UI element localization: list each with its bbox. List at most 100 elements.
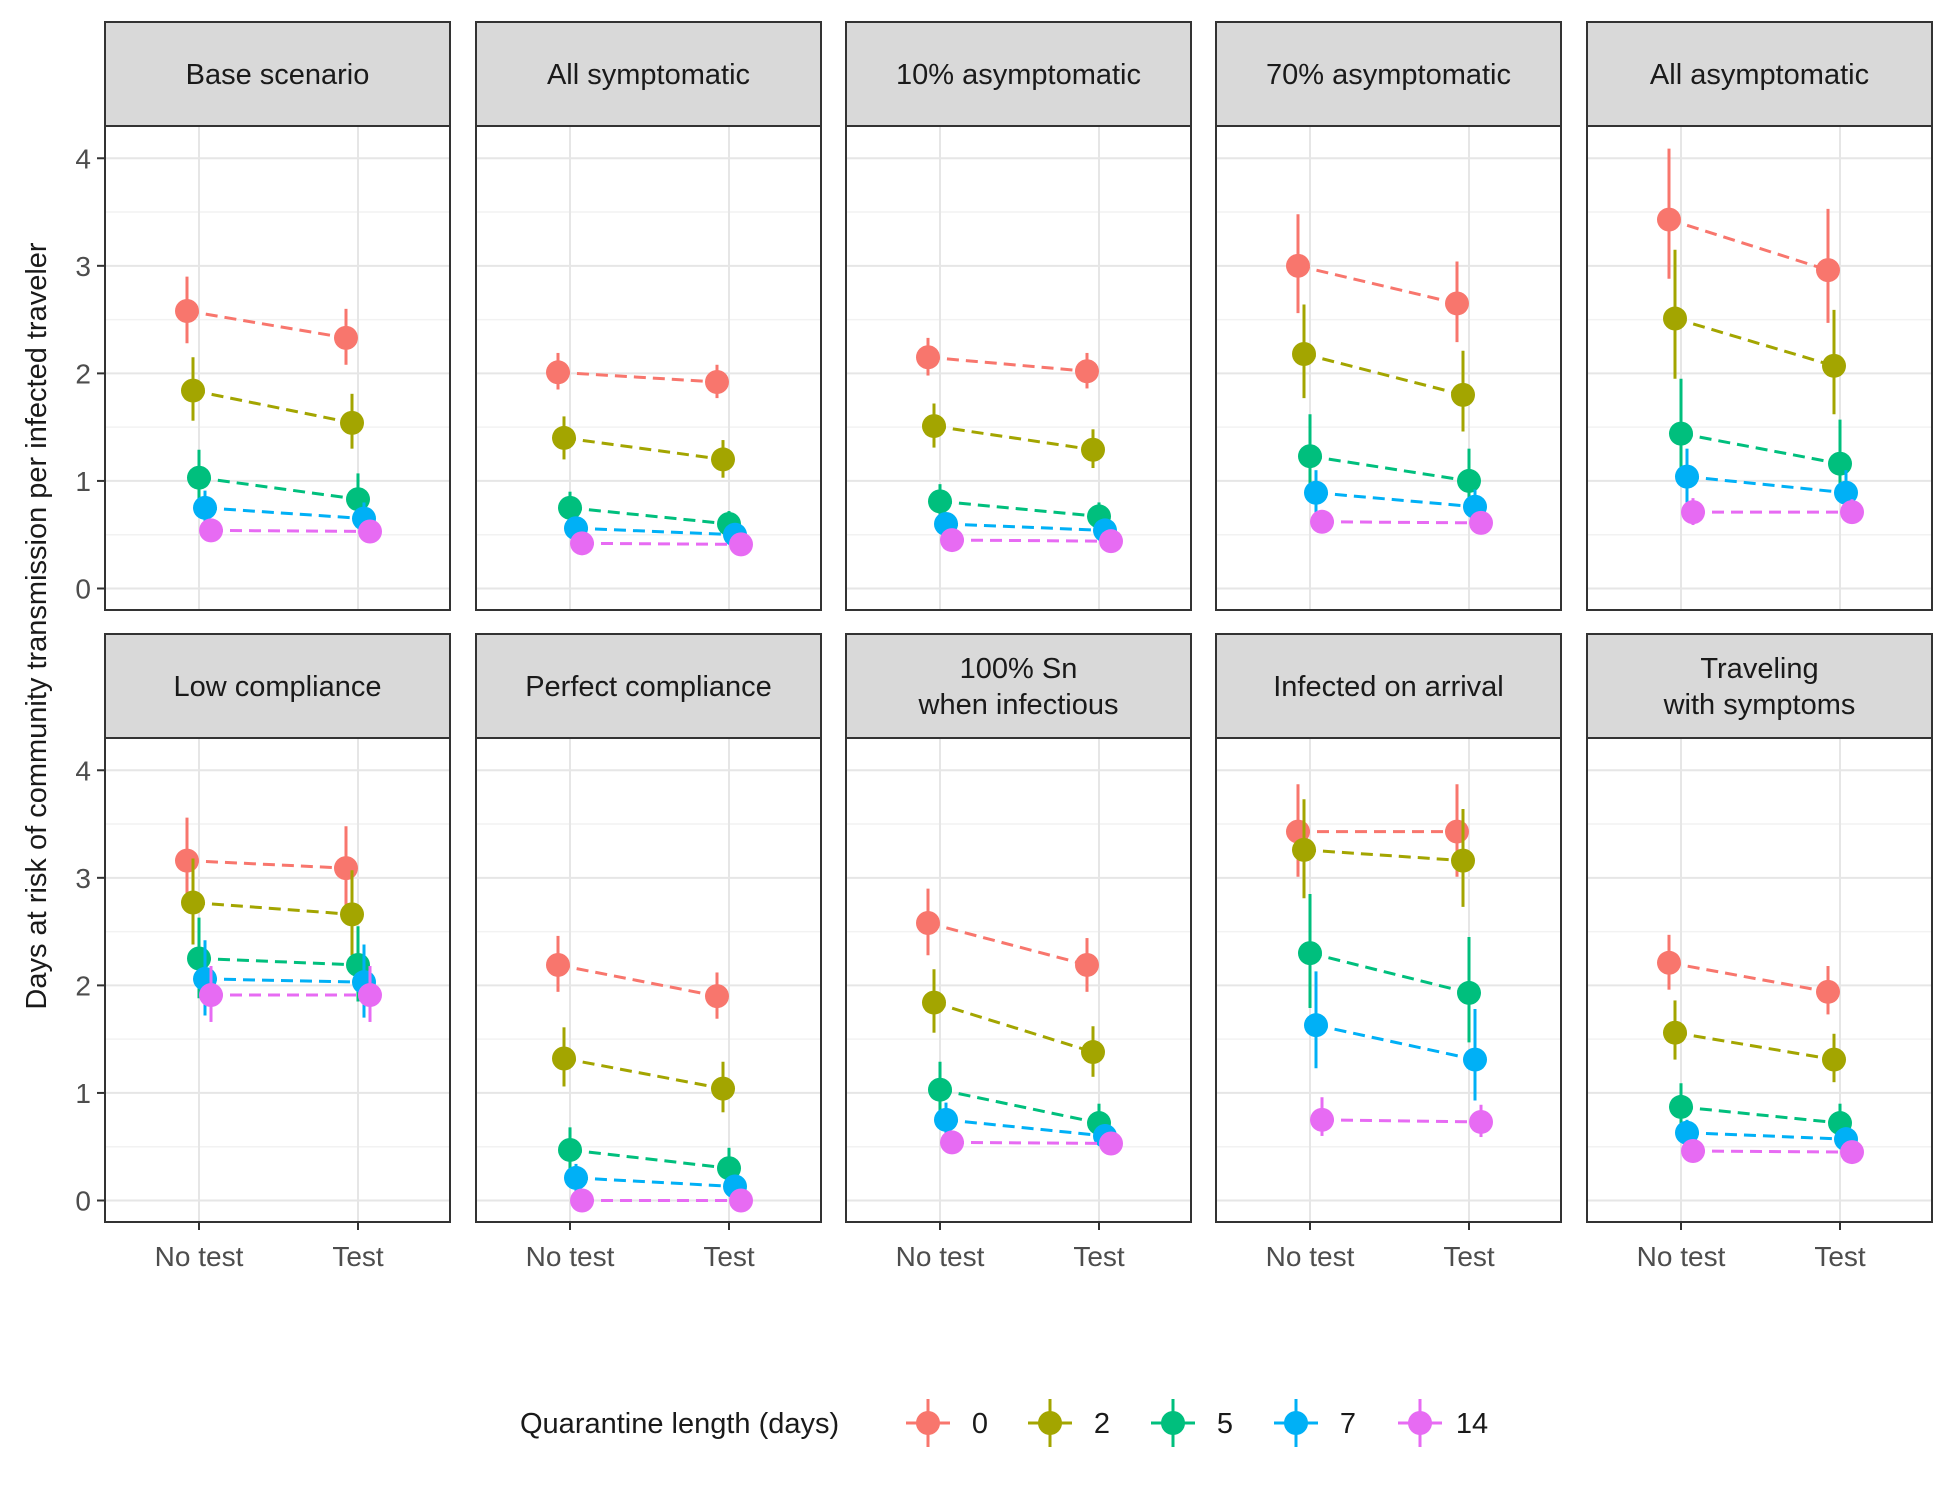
facet-strip [475,633,822,739]
data-point-q2 [181,890,205,915]
y-axis-title: Days at risk of community transmission p… [21,242,53,1009]
facet-title: All symptomatic [547,59,750,91]
panel-border [104,125,451,611]
data-point-q2 [340,902,364,927]
data-point-q5 [1298,444,1322,469]
panel-background [476,738,821,1222]
series-line-q5 [569,1148,730,1170]
facet-title: All asymptomatic [1650,59,1869,91]
legend-key-point [1161,1411,1185,1435]
data-point-q14 [1840,1140,1864,1165]
data-point-q0 [1286,253,1310,278]
series-line-q5 [1309,454,1470,483]
panel-background [1587,738,1932,1222]
data-point-q14 [570,531,594,556]
series-line-q7 [204,506,365,521]
x-tick-label: Test [332,1241,384,1272]
legend-key-point [916,1411,940,1435]
series-line-q2 [1674,317,1835,368]
facet-strip [104,21,451,127]
series-line-q14 [1692,1149,1853,1154]
panel-background [846,126,1191,610]
panel-border [1586,737,1933,1223]
facet-title: Perfect compliance [525,671,772,703]
series-line-q14 [951,538,1112,543]
data-point-q2 [922,414,946,439]
legend-key-point [1408,1411,1432,1435]
data-point-q14 [1310,509,1334,534]
x-tick-label: No test [1637,1241,1726,1272]
y-tick-label: 4 [75,143,91,174]
x-tick-label: Test [1814,1241,1866,1272]
y-tick-label: 1 [75,1078,91,1109]
series-line-q7 [575,1176,736,1189]
series-line-q0 [557,370,718,384]
series-line-q7 [575,526,736,537]
facet-strip [1215,21,1562,127]
data-point-q5 [187,946,211,971]
facet-title: when infectious [918,689,1119,721]
series-line-q5 [939,499,1100,518]
y-tick-label: 1 [75,466,91,497]
y-tick-label: 2 [75,358,91,389]
facet-title: Traveling [1700,653,1818,685]
series-line-q7 [945,1118,1106,1138]
data-point-q0 [175,298,199,323]
series-line-q7 [1315,491,1476,509]
series-line-q2 [1303,352,1464,397]
legend-label: 5 [1217,1408,1233,1440]
data-point-q7 [934,1107,958,1132]
legend-title: Quarantine length (days) [520,1408,839,1440]
facet-strip [845,633,1192,739]
data-point-q2 [1822,1047,1846,1072]
series-line-q14 [210,528,371,533]
series-line-q2 [192,901,353,916]
data-point-q0 [546,360,570,385]
x-tick-label: Test [703,1241,755,1272]
data-point-q2 [552,1046,576,1071]
data-point-q5 [1669,421,1693,446]
y-tick-label: 0 [75,573,91,604]
data-point-q2 [1292,837,1316,862]
panel-background [1587,126,1932,610]
data-point-q14 [1681,1139,1705,1164]
data-point-q7 [1304,480,1328,505]
series-line-q7 [1686,475,1847,495]
panel-border [1215,737,1562,1223]
series-line-q2 [563,1057,724,1091]
series-line-q14 [1321,1118,1482,1124]
series-line-q0 [1668,218,1829,272]
data-point-q5 [187,465,211,490]
data-point-q7 [193,495,217,520]
series-line-q7 [204,977,365,984]
facet-title: Low compliance [174,671,382,703]
data-point-q7 [1304,1013,1328,1038]
panel-border [475,737,822,1223]
data-point-q2 [1663,306,1687,331]
panel-border [1215,125,1562,611]
data-point-q5 [1828,451,1852,476]
legend-key-point [1284,1411,1308,1435]
facet-title: 70% asymptomatic [1266,59,1511,91]
data-point-q0 [1445,291,1469,316]
data-point-q0 [1816,258,1840,283]
legend-label: 7 [1340,1408,1356,1440]
data-point-q14 [1840,500,1864,525]
data-point-q2 [181,378,205,403]
series-line-q5 [1309,951,1470,995]
panel-border [475,125,822,611]
series-line-q0 [186,859,347,870]
panel-border [845,125,1192,611]
panel-border [104,737,451,1223]
series-line-q2 [933,424,1094,452]
data-point-q5 [1457,980,1481,1005]
data-point-q14 [1099,529,1123,554]
panel-background [846,738,1191,1222]
y-tick-label: 0 [75,1185,91,1216]
data-point-q0 [916,345,940,370]
data-point-q2 [1292,342,1316,367]
data-point-q2 [552,425,576,450]
facet-title: Infected on arrival [1273,671,1504,703]
data-point-q14 [1681,500,1705,525]
data-point-q5 [1298,941,1322,966]
